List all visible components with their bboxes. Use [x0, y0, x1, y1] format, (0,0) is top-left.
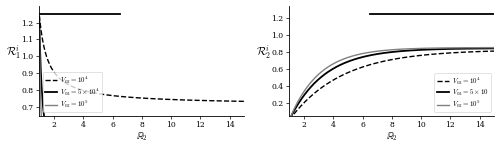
Y-axis label: $\mathcal{R}_1^i$: $\mathcal{R}_1^i$: [6, 43, 21, 61]
Legend: $V_{02}=10^4$, $V_{02}=5\times10$, $V_{02}=10^5$: $V_{02}=10^4$, $V_{02}=5\times10$, $V_{0…: [434, 73, 491, 112]
X-axis label: $\mathbb{R}_2$: $\mathbb{R}_2$: [136, 131, 147, 143]
Legend: $V_{02}=10^4$, $V_{02}=5\times10^4$, $V_{02}=10^5$: $V_{02}=10^4$, $V_{02}=5\times10^4$, $V_…: [42, 72, 102, 112]
Y-axis label: $\mathcal{R}_2^i$: $\mathcal{R}_2^i$: [256, 43, 271, 61]
X-axis label: $\mathbb{R}_2$: $\mathbb{R}_2$: [386, 131, 398, 143]
